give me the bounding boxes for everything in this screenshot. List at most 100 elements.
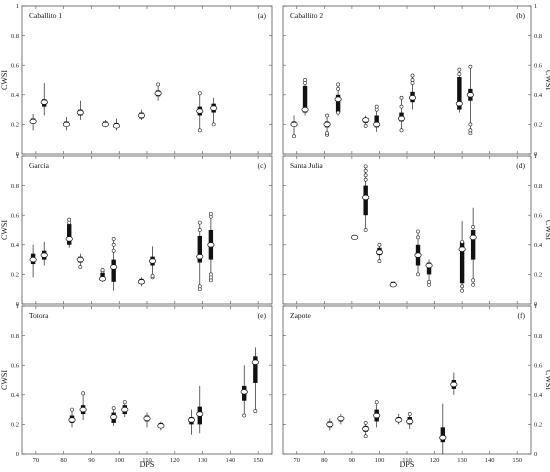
- box-iqr: [111, 259, 116, 282]
- box-iqr: [363, 185, 368, 216]
- box-outlier: [197, 228, 202, 232]
- box-outlier: [156, 82, 161, 87]
- box-median-marker: [323, 121, 331, 128]
- box-group: [362, 164, 370, 232]
- plot-frame: [21, 305, 273, 455]
- y-tick-label: 0.8: [534, 183, 542, 190]
- box-median-marker: [76, 109, 84, 116]
- box-group: [62, 117, 70, 131]
- box-group: [101, 119, 109, 128]
- y-axis-title: CWSI: [544, 70, 550, 90]
- box-outlier: [111, 236, 116, 241]
- y-tick-label: 0.4: [11, 392, 20, 399]
- box-group: [373, 400, 381, 428]
- y-tick-label: 0: [16, 301, 19, 308]
- box-group: [425, 259, 433, 287]
- y-tick-label: 0.6: [11, 212, 20, 219]
- box-group: [469, 207, 477, 287]
- y-tick-label: 0.4: [534, 92, 543, 99]
- box-median-marker: [79, 406, 87, 413]
- box-iqr: [302, 85, 308, 113]
- box-group: [29, 114, 37, 131]
- box-median-marker: [469, 234, 477, 241]
- box-median-marker: [406, 418, 414, 425]
- box-group: [196, 220, 204, 292]
- box-median-marker: [110, 414, 118, 420]
- box-outlier: [460, 288, 465, 293]
- box-group: [110, 406, 118, 426]
- y-tick-label: 0.4: [534, 392, 543, 399]
- box-outlier: [460, 284, 465, 289]
- box-outlier: [363, 434, 368, 439]
- y-tick-label: 0.6: [534, 62, 543, 69]
- box-median-marker: [196, 253, 204, 260]
- box-outlier: [363, 228, 368, 232]
- box-median-marker: [466, 92, 474, 98]
- box-outlier: [100, 268, 105, 272]
- box-outlier: [377, 242, 382, 247]
- box-group: [137, 109, 145, 120]
- plot-frame: [282, 5, 532, 155]
- box-group: [187, 409, 195, 435]
- box-outlier: [211, 122, 216, 127]
- box-outlier: [336, 110, 341, 115]
- box-iqr: [335, 94, 341, 113]
- panel-letter: (a): [258, 11, 267, 20]
- y-tick-label: 0.4: [11, 242, 20, 249]
- y-tick-label: 0.8: [11, 333, 19, 340]
- box-median-marker: [110, 264, 118, 270]
- box-group: [466, 64, 474, 136]
- chart-panel: 0 0.2 0.4 0.6 0.8 1 70 80 90 100 110 120 130 140 150 CW…: [282, 303, 550, 464]
- y-tick-label: 1: [534, 153, 537, 160]
- box-outlier: [471, 225, 476, 229]
- box-median-marker: [157, 423, 165, 429]
- y-tick-label: 0: [534, 151, 537, 158]
- box-outlier: [427, 279, 431, 284]
- y-tick-label: 0.2: [11, 422, 19, 429]
- box-median-marker: [240, 389, 248, 395]
- plot-frame: [21, 5, 273, 155]
- box-group: [251, 347, 259, 413]
- y-tick-label: 0: [534, 451, 537, 458]
- y-tick-label: 1: [534, 3, 537, 10]
- box-group: [40, 241, 48, 266]
- panel-title: Garcia: [29, 161, 50, 170]
- chart-panel: 0 0.2 0.4 0.6 0.8 1 CWSI Santa Julia (d): [282, 153, 550, 308]
- box-group: [455, 67, 463, 113]
- box-median-marker: [68, 417, 76, 423]
- y-tick-label: 0: [534, 301, 537, 308]
- box-outlier: [457, 67, 462, 72]
- box-outlier: [468, 128, 473, 133]
- box-median-marker: [29, 256, 37, 263]
- box-median-marker: [373, 412, 381, 419]
- box-group: [99, 268, 107, 282]
- box-outlier: [78, 265, 83, 269]
- box-group: [29, 244, 37, 278]
- box-group: [439, 403, 447, 454]
- x-tick-label: 90: [349, 457, 356, 464]
- box-outlier: [197, 284, 202, 289]
- x-tick-label: 130: [457, 457, 467, 464]
- box-median-marker: [425, 262, 433, 269]
- y-tick-label: 0.8: [11, 33, 19, 40]
- box-iqr: [67, 224, 72, 245]
- box-median-marker: [251, 359, 259, 365]
- box-outlier: [197, 220, 202, 225]
- box-median-marker: [137, 112, 145, 119]
- box-outlier: [457, 72, 462, 76]
- box-iqr: [459, 241, 465, 284]
- box-median-marker: [397, 115, 406, 122]
- box-group: [68, 407, 76, 428]
- panel-title: Zapote: [290, 311, 311, 320]
- box-outlier: [399, 128, 404, 133]
- box-outlier: [111, 406, 116, 411]
- box-median-marker: [301, 106, 309, 113]
- x-tick-label: 100: [114, 457, 124, 464]
- y-tick-label: 0.2: [534, 272, 542, 279]
- box-median-marker: [62, 121, 70, 128]
- x-tick-label: 100: [375, 457, 385, 464]
- box-outlier: [399, 95, 404, 100]
- box-group: [210, 97, 218, 127]
- box-median-marker: [99, 276, 107, 282]
- box-outlier: [292, 134, 296, 139]
